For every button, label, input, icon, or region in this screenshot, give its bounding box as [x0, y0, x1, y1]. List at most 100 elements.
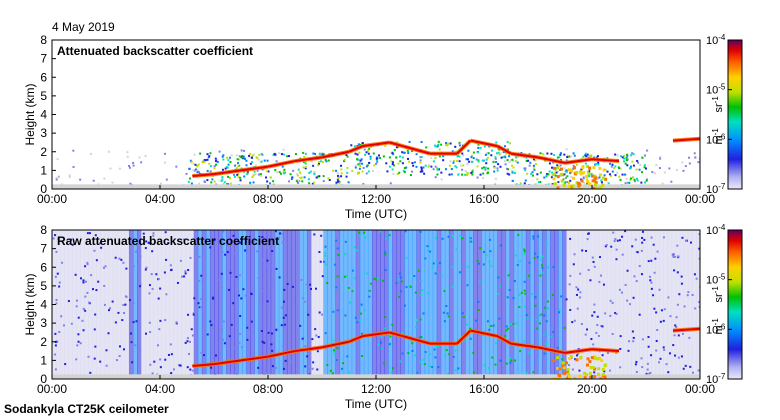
signal-pixel	[492, 160, 495, 163]
noise-pixel	[363, 148, 366, 151]
signal-pixel	[609, 173, 612, 176]
signal-pixel	[229, 182, 232, 185]
noise-pixel	[545, 342, 548, 345]
noise-pixel	[299, 324, 302, 327]
noise-pixel	[246, 326, 249, 329]
noise-pixel	[263, 341, 266, 344]
noise-pixel	[597, 334, 600, 337]
noise-pixel	[407, 352, 410, 355]
noise-pixel	[74, 273, 77, 276]
noise-pixel	[390, 371, 393, 374]
signal-pixel	[496, 169, 499, 172]
signal-pixel	[580, 178, 583, 181]
signal-pixel	[361, 142, 364, 145]
noise-pixel	[324, 245, 327, 248]
signal-pixel	[340, 164, 343, 167]
signal-pixel	[430, 165, 433, 168]
noise-pixel	[604, 312, 607, 315]
noise-pixel	[391, 323, 394, 326]
noise-column	[513, 230, 519, 379]
precip-pixel	[561, 364, 565, 368]
signal-pixel	[354, 166, 357, 169]
signal-pixel	[618, 175, 621, 178]
noise-pixel	[275, 366, 278, 369]
noise-column	[647, 230, 652, 379]
noise-pixel	[611, 301, 614, 304]
signal-pixel	[506, 168, 509, 171]
noise-pixel	[556, 346, 559, 349]
signal-pixel	[452, 159, 455, 162]
noise-pixel	[392, 172, 395, 175]
precip-pixel	[558, 367, 562, 371]
noise-column	[339, 230, 345, 379]
signal-pixel	[401, 156, 404, 159]
signal-pixel	[628, 181, 631, 184]
signal-pixel	[322, 153, 325, 156]
signal-pixel	[500, 156, 503, 159]
noise-pixel	[306, 355, 309, 358]
signal-pixel	[569, 179, 572, 182]
cloud-base-line	[389, 331, 404, 338]
noise-pixel	[195, 321, 198, 324]
noise-pixel	[354, 164, 357, 167]
signal-pixel	[337, 177, 340, 180]
signal-pixel	[567, 182, 570, 185]
noise-pixel	[523, 250, 526, 253]
noise-pixel	[185, 172, 188, 175]
signal-pixel	[346, 155, 349, 158]
noise-pixel	[638, 313, 641, 316]
noise-pixel	[414, 354, 417, 357]
noise-pixel	[297, 181, 300, 184]
noise-pixel	[169, 264, 172, 267]
precip-pixel	[590, 356, 594, 360]
signal-pixel	[421, 170, 424, 173]
y-tick-label: 0	[40, 182, 47, 196]
signal-pixel	[420, 168, 423, 171]
signal-pixel	[641, 171, 644, 174]
signal-pixel	[623, 154, 626, 157]
noise-pixel	[218, 150, 221, 153]
cloud-base-line	[240, 355, 269, 362]
signal-pixel	[436, 173, 439, 176]
noise-pixel	[94, 234, 97, 237]
noise-pixel	[132, 301, 135, 304]
noise-pixel	[311, 338, 314, 341]
noise-pixel	[56, 158, 59, 161]
noise-pixel	[360, 332, 363, 335]
noise-pixel	[282, 148, 285, 151]
noise-pixel	[471, 168, 474, 171]
noise-column	[590, 230, 596, 379]
colorbar-tick-label: 10-6	[706, 322, 726, 337]
noise-pixel	[428, 164, 431, 167]
noise-pixel	[621, 235, 624, 238]
noise-pixel	[688, 162, 691, 165]
precip-pixel	[602, 168, 606, 172]
signal-pixel	[359, 165, 362, 168]
signal-pixel	[495, 141, 498, 144]
cloud-base-line	[321, 150, 350, 159]
noise-pixel	[497, 276, 500, 279]
noise-pixel	[632, 296, 635, 299]
signal-pixel	[208, 155, 211, 158]
precip-pixel	[597, 356, 601, 360]
noise-pixel	[524, 292, 527, 295]
noise-pixel	[446, 373, 449, 376]
noise-pixel	[128, 299, 131, 302]
signal-pixel	[388, 156, 391, 159]
noise-pixel	[379, 230, 382, 233]
noise-pixel	[176, 281, 179, 284]
signal-pixel	[587, 175, 590, 178]
noise-pixel	[344, 253, 347, 256]
signal-pixel	[403, 171, 406, 174]
signal-pixel	[313, 173, 316, 176]
signal-pixel	[557, 181, 560, 184]
noise-pixel	[142, 232, 145, 235]
noise-pixel	[411, 349, 414, 352]
noise-pixel	[575, 286, 578, 289]
noise-pixel	[336, 247, 339, 250]
noise-pixel	[195, 239, 198, 242]
signal-pixel	[221, 168, 224, 171]
noise-pixel	[148, 284, 151, 287]
noise-pixel	[526, 317, 529, 320]
noise-pixel	[572, 263, 575, 266]
